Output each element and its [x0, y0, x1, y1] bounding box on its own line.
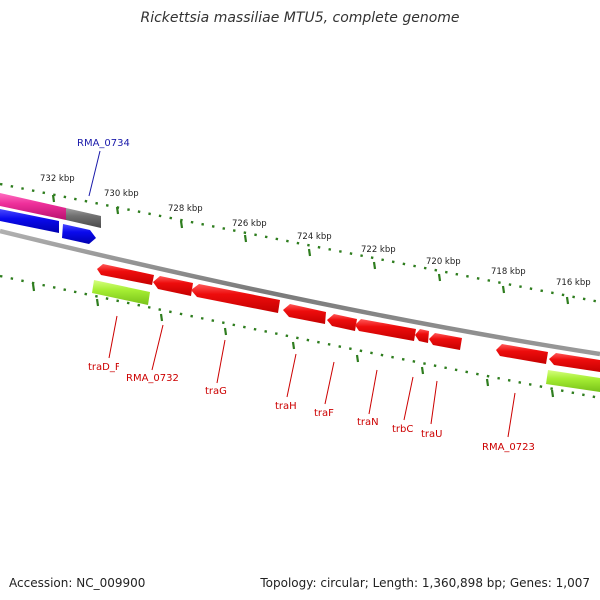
scale-label: 718 kbp: [491, 267, 526, 277]
gene-red[interactable]: [429, 333, 462, 350]
genome-backbone: [0, 228, 600, 357]
gene-label-trag[interactable]: traG: [205, 386, 227, 397]
gene-label-traf[interactable]: traF: [314, 408, 334, 419]
scale-label: 728 kbp: [168, 204, 203, 214]
gene-label-trau[interactable]: traU: [421, 429, 442, 440]
gene-label-rma-0734[interactable]: RMA_0734: [77, 138, 130, 149]
gene-label-tran[interactable]: traN: [357, 417, 379, 428]
gene-label-trah[interactable]: traH: [275, 401, 297, 412]
scale-label: 726 kbp: [232, 219, 267, 229]
forward-strand-genes: [0, 193, 101, 244]
gene-blue-rma-0734[interactable]: [62, 224, 96, 244]
gene-red[interactable]: [327, 314, 357, 331]
gene-green[interactable]: [546, 370, 600, 392]
lower-scale-track: [0, 274, 600, 400]
gene-label-rma-0732[interactable]: RMA_0732: [126, 373, 179, 384]
gene-red[interactable]: [283, 304, 326, 324]
gene-red[interactable]: [549, 353, 600, 372]
gene-label-trbc[interactable]: trbC: [392, 424, 413, 435]
gene-gray[interactable]: [66, 208, 101, 228]
gene-red[interactable]: [415, 329, 429, 343]
map-title: Rickettsia massiliae MTU5, complete geno…: [140, 10, 459, 26]
gene-labels: RMA_0734 traD_F RMA_0732 traG traH traF …: [77, 138, 535, 453]
scale-label: 716 kbp: [556, 278, 591, 288]
gene-label-rma-0723[interactable]: RMA_0723: [482, 442, 535, 453]
gene-label-trad[interactable]: traD_F: [88, 362, 121, 373]
gene-red[interactable]: [355, 319, 416, 341]
scale-label: 730 kbp: [104, 189, 139, 199]
label-mask: [119, 358, 133, 374]
gene-red[interactable]: [496, 344, 548, 364]
scale-label: 732 kbp: [40, 174, 75, 184]
accession-text: Accession: NC_009900: [9, 576, 145, 590]
gene-red[interactable]: [97, 264, 154, 285]
scale-label: 722 kbp: [361, 245, 396, 255]
upper-scale-track: [0, 182, 600, 305]
gene-red[interactable]: [153, 276, 193, 296]
scale-labels: 732 kbp 730 kbp 728 kbp 726 kbp 724 kbp …: [40, 174, 591, 288]
scale-label: 724 kbp: [297, 232, 332, 242]
gene-green[interactable]: [92, 280, 150, 305]
gene-red[interactable]: [191, 284, 280, 313]
genome-summary-text: Topology: circular; Length: 1,360,898 bp…: [259, 576, 590, 590]
gene-pink[interactable]: [0, 193, 66, 220]
scale-label: 720 kbp: [426, 257, 461, 267]
reverse-strand-genes: [92, 264, 600, 392]
gene-blue[interactable]: [0, 209, 59, 233]
label-leaders: [88, 150, 516, 438]
